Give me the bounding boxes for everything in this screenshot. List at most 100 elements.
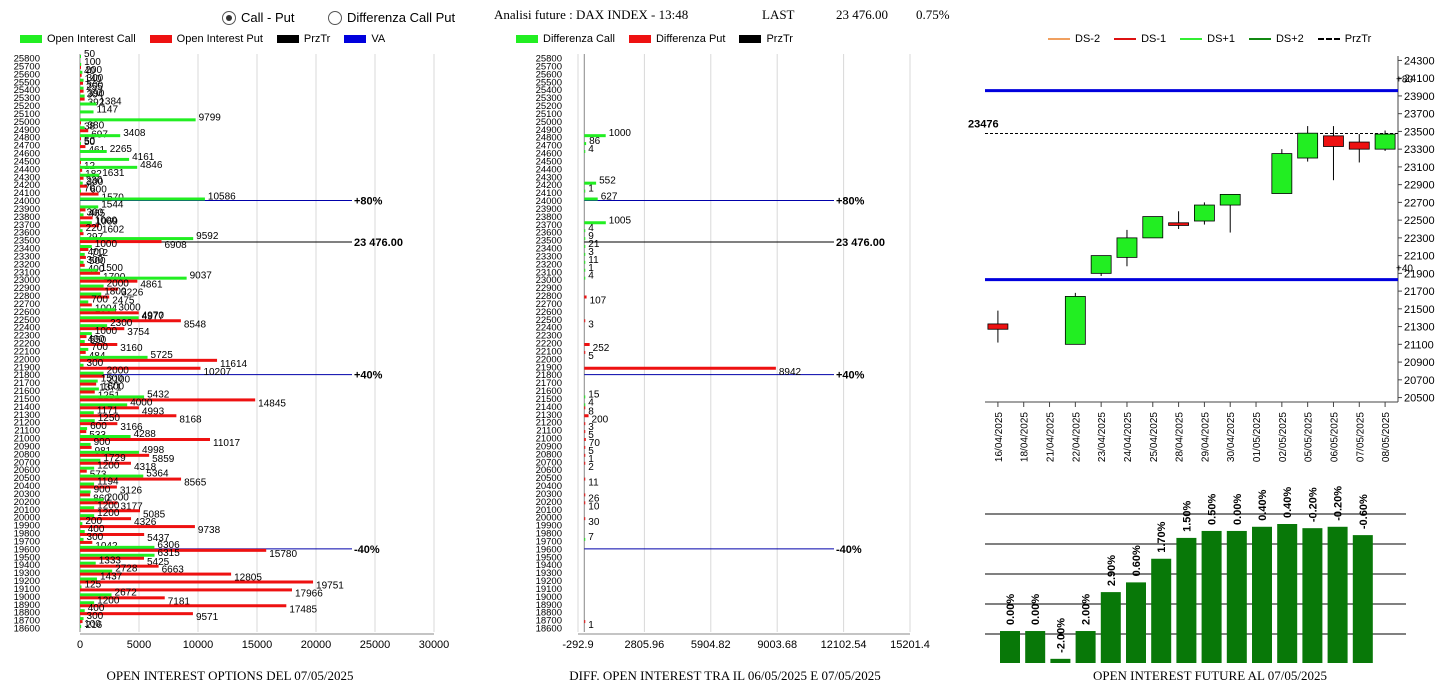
call-bar [80, 585, 82, 589]
legend-item: Open Interest Call [20, 33, 136, 45]
put-value-label: 2100 [108, 375, 131, 386]
strike-label: 25100 [536, 109, 562, 120]
call-value-label: 2000 [107, 366, 130, 377]
strike-label: 20700 [536, 457, 562, 468]
call-bar [80, 442, 91, 446]
put-value-label: 50 [84, 137, 96, 148]
y-tick-label: 20700 [1404, 375, 1435, 387]
put-bar [80, 422, 118, 426]
oi-pct-label: 0.00% [1232, 494, 1244, 525]
legend-swatch-icon [276, 35, 299, 43]
call-value-label: 230 [86, 176, 103, 187]
call-value-label: 1333 [99, 556, 122, 567]
call-value-label: 4288 [134, 429, 157, 440]
oi-pct-label: 2.00% [1081, 594, 1093, 625]
call-bar [80, 157, 130, 161]
put-value-label: 5 [588, 430, 594, 441]
legend-label: DS-1 [1141, 33, 1167, 45]
put-value-label: 9571 [196, 612, 219, 623]
candle-down [1323, 135, 1344, 147]
strike-label: 18800 [536, 608, 562, 619]
put-bar [80, 430, 87, 434]
radio-unselected-icon[interactable] [328, 10, 342, 25]
legend-swatch-icon [1248, 38, 1271, 40]
put-value-label: 107 [590, 296, 607, 307]
x-tick-label: 21/04/2025 [1046, 412, 1057, 462]
put-bar [80, 145, 86, 149]
call-bar [80, 237, 194, 241]
x-tick-label: 9003.68 [757, 639, 797, 651]
put-bar [80, 303, 92, 307]
oi-pct-label: 0.50% [1207, 494, 1219, 525]
x-tick-label: -292.9 [562, 639, 593, 651]
radio-selected-icon[interactable] [222, 10, 236, 25]
strike-label: 23600 [536, 228, 562, 239]
oi-pct-bar [1025, 631, 1046, 663]
strike-label: 23900 [14, 204, 40, 215]
call-value-label: 380 [87, 120, 104, 131]
y-tick-label: 20900 [1404, 357, 1435, 369]
strike-label: 19200 [536, 576, 562, 587]
radio-differenza[interactable]: Differenza Call Put [328, 10, 455, 25]
oi-pct-label: -0.20% [1307, 487, 1319, 522]
oi-pct-bar [1100, 592, 1121, 663]
strike-label: 24300 [14, 172, 40, 183]
legend-item: PrzTr [276, 33, 330, 45]
put-bar [80, 335, 87, 339]
put-bar [80, 224, 99, 228]
strike-label: 23700 [536, 220, 562, 231]
legend-label: Differenza Call [543, 33, 615, 45]
call-bar [80, 300, 89, 304]
call-bar [80, 118, 196, 122]
x-tick-label: 12102.54 [821, 639, 867, 651]
call-value-label: 7 [588, 532, 594, 543]
radio-call-put[interactable]: Call - Put [222, 10, 294, 25]
candle-up [1219, 193, 1241, 206]
call-value-label: 4 [588, 397, 594, 408]
call-bar [80, 450, 139, 454]
put-bar [80, 533, 145, 536]
put-bar [584, 501, 586, 505]
put-bar [80, 311, 139, 315]
caption-left: OPEN INTEREST OPTIONS DEL 07/05/2025 [106, 668, 354, 683]
call-value-label: 10586 [208, 192, 236, 203]
put-value-label: 5859 [152, 454, 175, 465]
reference-label: +80% [836, 196, 865, 208]
put-bar [80, 240, 162, 244]
strike-label: 25200 [14, 101, 40, 112]
call-value-label: 2300 [110, 318, 133, 329]
call-value-label: 300 [87, 532, 104, 543]
call-bar [584, 537, 586, 541]
strike-label: 20900 [536, 441, 562, 452]
call-bar [584, 197, 598, 201]
y-tick-label: 20500 [1404, 393, 1435, 405]
call-bar [80, 260, 84, 264]
x-tick-label: 16/04/2025 [994, 412, 1005, 462]
put-value-label: 3126 [120, 486, 143, 497]
call-bar [80, 363, 84, 367]
diff-oi-chart: -292.9 2805.96 5904.82 9003.68 12102.54 15201… [536, 54, 930, 652]
call-value-label: 300 [87, 81, 104, 92]
call-value-label: 300 [87, 255, 104, 266]
strike-label: 21900 [14, 362, 40, 373]
put-value-label: 200 [592, 414, 609, 425]
call-bar [80, 617, 84, 621]
strike-label: 25600 [536, 69, 562, 80]
reference-label: +40% [354, 370, 383, 382]
strike-label: 25800 [14, 54, 40, 65]
strike-label: 18800 [14, 608, 40, 619]
y-tick-label: 21300 [1404, 322, 1435, 334]
call-value-label: 900 [94, 437, 111, 448]
strike-label: 20900 [14, 441, 40, 452]
call-bar [584, 260, 586, 264]
strike-label: 19300 [536, 568, 562, 579]
put-bar [80, 398, 256, 402]
put-value-label: 1069 [96, 216, 119, 227]
call-value-label: 11 [588, 255, 599, 266]
x-tick-label: 25000 [360, 639, 391, 651]
put-value-label: 12805 [234, 573, 262, 584]
call-value-label: 4 [588, 223, 594, 234]
call-bar [80, 403, 128, 407]
call-bar [80, 601, 95, 605]
put-bar [80, 493, 91, 497]
